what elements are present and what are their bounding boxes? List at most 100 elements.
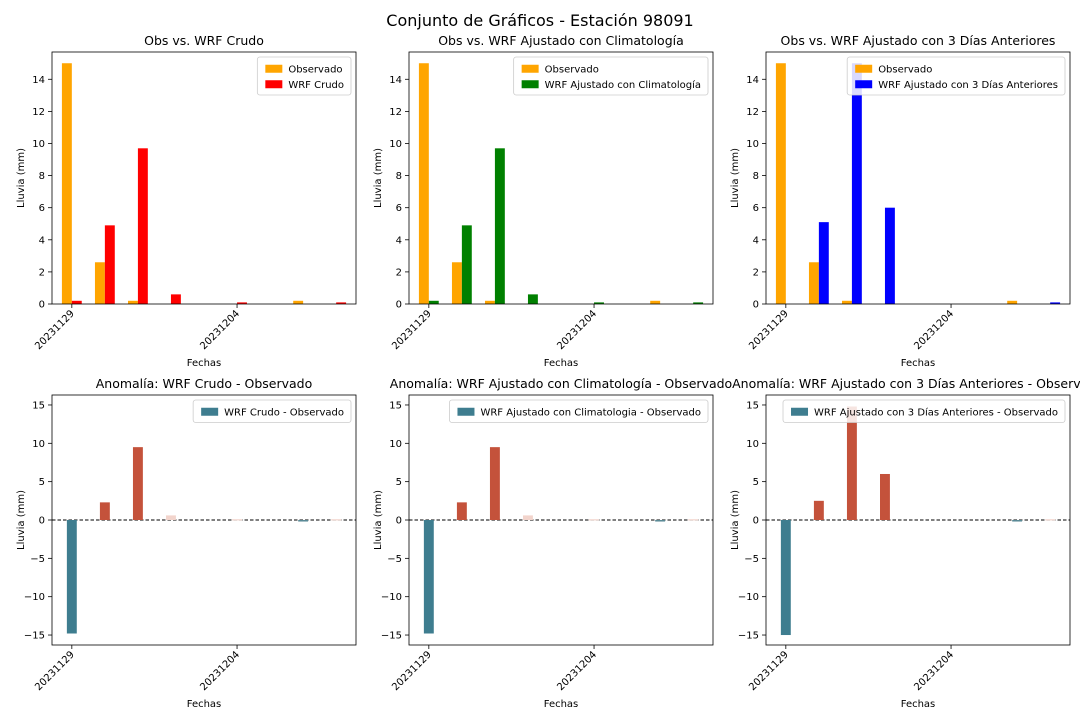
anomaly-bar xyxy=(331,519,342,521)
bar-observado xyxy=(128,300,138,304)
y-tick-label: −10 xyxy=(738,592,759,603)
y-tick-label: 0 xyxy=(39,300,45,311)
legend-swatch xyxy=(265,80,283,89)
y-tick-label: 10 xyxy=(389,139,402,150)
legend-swatch xyxy=(265,64,283,73)
y-axis-label: Lluvia (mm) xyxy=(730,490,741,550)
anomaly-bar xyxy=(489,447,500,520)
bar-wrf_clima xyxy=(527,294,538,304)
y-tick-label: −5 xyxy=(387,554,402,565)
x-tick-label: 20231129 xyxy=(33,649,77,693)
anomaly-bar xyxy=(589,519,599,521)
bar-observado xyxy=(650,300,661,304)
y-tick-label: 12 xyxy=(389,107,402,118)
y-tick-label: 6 xyxy=(753,203,759,214)
anomaly-bar xyxy=(132,447,143,520)
subplot-title: Anomalía: WRF Ajustado con 3 Días Anteri… xyxy=(732,376,1080,391)
legend-swatch xyxy=(855,64,873,73)
bar-wrf_crudo xyxy=(336,302,347,304)
y-tick-label: 12 xyxy=(32,107,45,118)
bar-wrf_clima xyxy=(693,302,704,304)
bar-wrf_3dias xyxy=(818,222,829,304)
anomaly-bar xyxy=(99,502,110,520)
legend: Observado WRF Crudo xyxy=(256,56,352,96)
bar-wrf_3dias xyxy=(851,63,862,304)
bar-observado xyxy=(775,63,786,304)
y-tick-label: 10 xyxy=(746,139,759,150)
x-axis-label: Fechas xyxy=(187,358,222,369)
axes-frame xyxy=(51,51,357,305)
y-tick-label: 14 xyxy=(746,75,759,86)
x-tick-label: 20231204 xyxy=(555,308,599,352)
x-tick-label: 20231204 xyxy=(912,308,956,352)
y-axis-label: Lluvia (mm) xyxy=(373,490,384,550)
bar-observado xyxy=(1007,300,1018,304)
x-tick-label: 20231204 xyxy=(198,308,242,352)
subplot-2: Obs vs. WRF Ajustado con Climatología 0 2 4… xyxy=(373,33,714,369)
legend-label: Observado xyxy=(878,64,932,75)
y-tick-label: −5 xyxy=(744,554,759,565)
y-tick-label: 15 xyxy=(746,400,759,411)
y-tick-label: −10 xyxy=(381,592,402,603)
y-tick-label: 8 xyxy=(396,171,402,182)
subplot-title: Obs vs. WRF Crudo xyxy=(144,33,264,48)
anomaly-bar xyxy=(846,406,857,520)
anomaly-bar xyxy=(1012,520,1023,522)
bar-wrf_3dias xyxy=(1050,302,1061,304)
anomaly-bar xyxy=(688,519,699,521)
legend-swatch xyxy=(457,407,475,416)
legend-swatch xyxy=(521,64,539,73)
axes-frame xyxy=(408,51,714,305)
y-axis-label: Lluvia (mm) xyxy=(730,148,741,208)
axes-frame xyxy=(51,394,357,646)
y-tick-label: 8 xyxy=(753,171,759,182)
subplot-title: Anomalía: WRF Crudo - Observado xyxy=(96,376,313,391)
y-tick-label: −15 xyxy=(381,631,402,642)
axes-frame xyxy=(408,394,714,646)
anomaly-bar xyxy=(780,520,791,636)
y-tick-label: 0 xyxy=(396,516,402,527)
y-tick-label: −10 xyxy=(24,592,45,603)
x-tick-label: 20231204 xyxy=(198,649,242,693)
legend-label: WRF Crudo - Observado xyxy=(224,407,344,418)
bar-wrf_crudo xyxy=(170,294,181,304)
legend-label: WRF Ajustado con 3 Días Anteriores xyxy=(878,79,1058,91)
y-tick-label: 10 xyxy=(32,139,45,150)
legend-label: Observado xyxy=(288,64,342,75)
x-tick-label: 20231204 xyxy=(555,649,599,693)
legend: WRF Ajustado con Climatologia - Observad… xyxy=(449,399,709,423)
legend-swatch xyxy=(791,407,809,416)
bar-observado xyxy=(293,300,304,304)
bar-observado xyxy=(94,262,105,304)
legend-swatch xyxy=(521,80,539,89)
x-tick-label: 20231129 xyxy=(390,308,434,352)
legend: WRF Crudo - Observado xyxy=(192,399,352,423)
bar-wrf_crudo xyxy=(104,225,115,304)
y-tick-label: 4 xyxy=(396,235,402,246)
legend: Observado WRF Ajustado con 3 Días Anterio… xyxy=(846,56,1066,96)
anomaly-bar xyxy=(423,520,434,634)
y-tick-label: 0 xyxy=(39,516,45,527)
anomaly-bar xyxy=(456,502,467,520)
subplot-4: Anomalía: WRF Crudo - Observado −15 −10 −5 0… xyxy=(16,376,357,710)
x-axis-label: Fechas xyxy=(901,358,936,369)
y-tick-label: 0 xyxy=(753,516,759,527)
y-tick-label: 5 xyxy=(39,477,45,488)
bar-wrf_3dias xyxy=(884,207,895,304)
x-tick-label: 20231129 xyxy=(747,308,791,352)
y-tick-label: 5 xyxy=(753,477,759,488)
y-tick-label: 8 xyxy=(39,171,45,182)
y-tick-label: −15 xyxy=(24,631,45,642)
y-tick-label: 14 xyxy=(32,75,45,86)
legend-label: Observado xyxy=(545,64,599,75)
axes-frame xyxy=(765,394,1071,646)
bar-observado xyxy=(842,300,852,304)
bar-wrf_crudo xyxy=(237,302,247,304)
y-tick-label: 14 xyxy=(389,75,402,86)
y-tick-label: −15 xyxy=(738,631,759,642)
y-tick-label: 4 xyxy=(39,235,45,246)
y-tick-label: 12 xyxy=(746,107,759,118)
axes-frame xyxy=(765,51,1071,305)
anomaly-bar xyxy=(298,520,309,522)
